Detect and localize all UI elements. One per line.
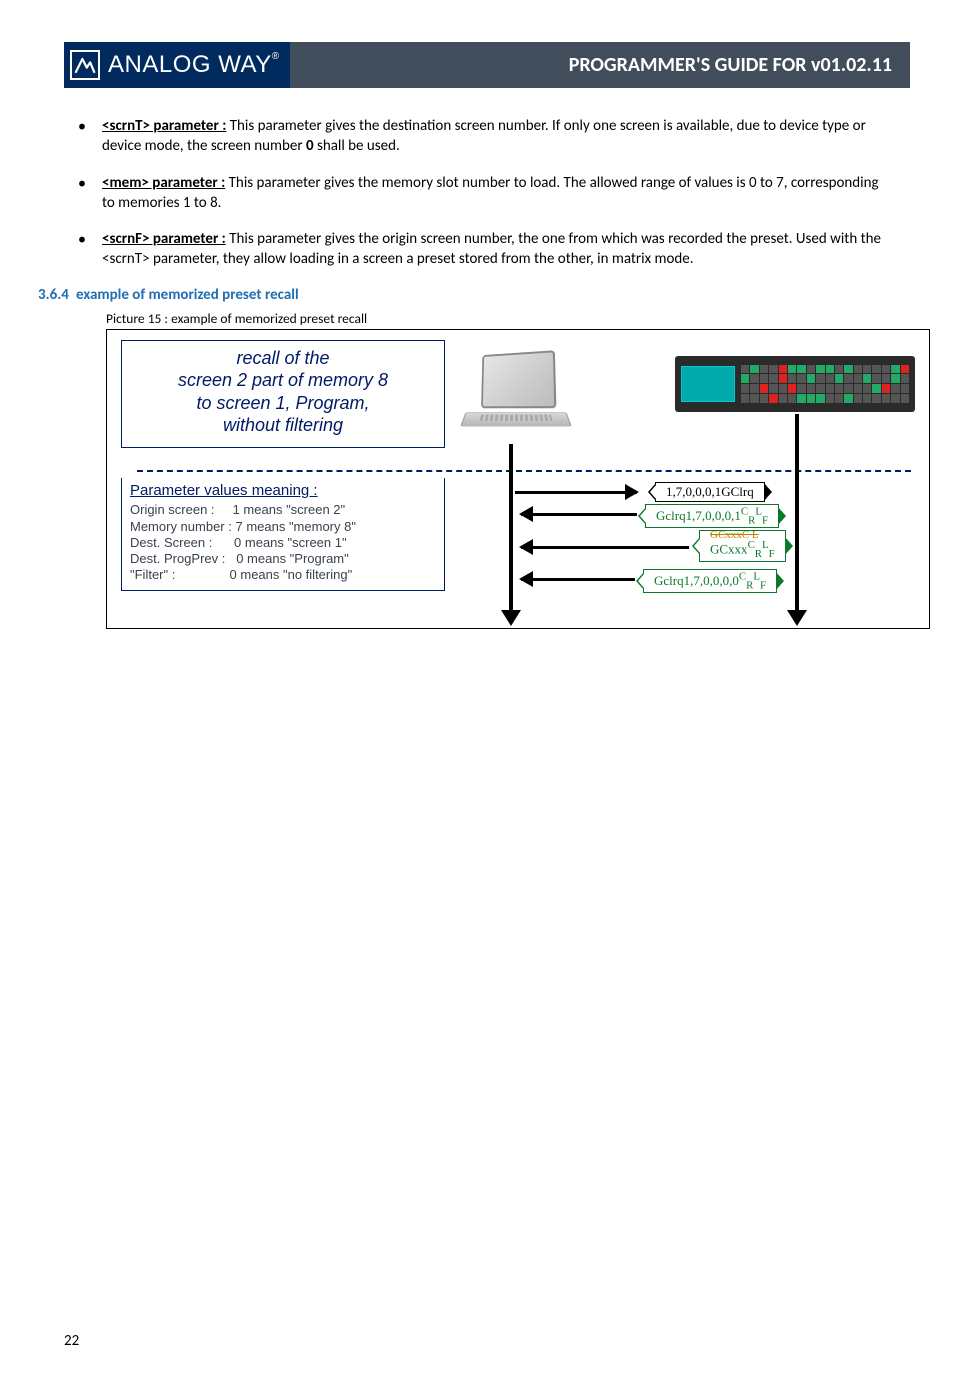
arrow-left-icon <box>521 513 637 516</box>
response-label: GCxxxC L GCxxxCRLF <box>699 530 786 562</box>
bullet-scrnT: <scrnT> parameter : This parameter gives… <box>102 116 884 157</box>
pv-row: "Filter" : 0 means "no filtering" <box>130 567 436 583</box>
picture-caption: Picture 15 : example of memorized preset… <box>106 310 884 327</box>
arrow-left-icon <box>521 546 689 549</box>
bullet-scrnF: <scrnF> parameter : This parameter gives… <box>102 229 884 270</box>
param-label: <scrnT> parameter : <box>102 117 226 135</box>
page-header: ANALOG WAY® PROGRAMMER'S GUIDE FOR v01.0… <box>64 42 910 88</box>
arrow-left-icon <box>521 578 635 581</box>
bullet-mem: <mem> parameter : This parameter gives t… <box>102 173 884 214</box>
laptop-icon <box>455 352 575 442</box>
arrow-right-icon <box>515 491 637 494</box>
pv-row: Memory number : 7 means "memory 8" <box>130 519 436 535</box>
response-label: Gclrq1,7,0,0,0,1CRLF <box>645 504 779 529</box>
brand-name: ANALOG WAY® <box>108 51 280 79</box>
recall-description-box: recall of the screen 2 part of memory 8 … <box>121 340 445 448</box>
page-number: 22 <box>64 1332 79 1350</box>
param-label: <scrnF> parameter : <box>102 230 226 248</box>
pv-row: Dest. ProgPrev : 0 means "Program" <box>130 551 436 567</box>
example-figure: recall of the screen 2 part of memory 8 … <box>106 329 930 629</box>
section-heading: 3.6.4example of memorized preset recall <box>4 286 884 304</box>
logo-mark-icon <box>70 50 100 80</box>
response-label: Gclrq1,7,0,0,0,0CRLF <box>643 569 777 594</box>
parameter-values-box: Parameter values meaning : Origin screen… <box>121 478 445 591</box>
pv-row: Origin screen : 1 means "screen 2" <box>130 502 436 518</box>
cmd-label: 1,7,0,0,0,1GClrq <box>655 482 765 502</box>
page-content: <scrnT> parameter : This parameter gives… <box>0 88 954 629</box>
param-label: <mem> parameter : <box>102 174 225 192</box>
brand-logo: ANALOG WAY® <box>64 42 290 88</box>
header-title: PROGRAMMER'S GUIDE FOR v01.02.11 <box>290 42 910 88</box>
pv-row: Dest. Screen : 0 means "screen 1" <box>130 535 436 551</box>
device-panel-icon <box>675 356 915 412</box>
pv-title: Parameter values meaning : <box>130 482 436 501</box>
parameter-bullet-list: <scrnT> parameter : This parameter gives… <box>70 116 884 270</box>
